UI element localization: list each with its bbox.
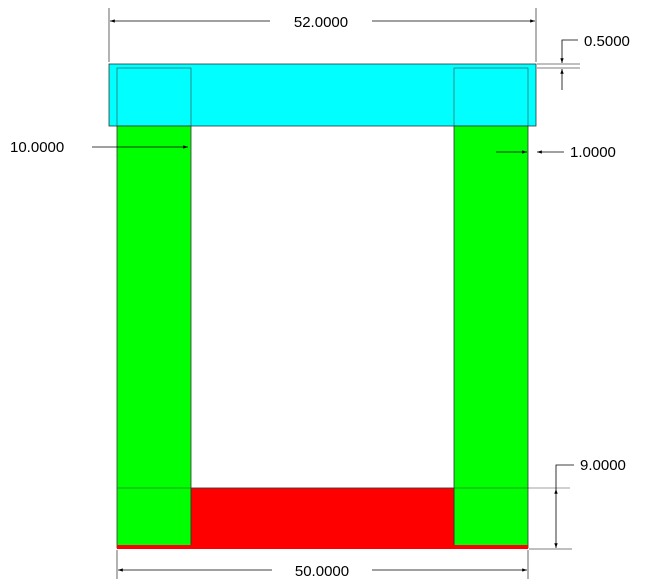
base-beam [190,487,455,549]
dim-side-offset: 1.0000 [570,144,616,161]
dim-overall-width: 52.0000 [294,14,348,31]
leader-cap-thickness [561,39,578,50]
dim-inner-width: 50.0000 [295,563,349,579]
leader-base-height [555,464,574,489]
dim-cap-thickness: 0.5000 [584,33,630,50]
left-column [116,125,192,549]
base-strip [117,545,528,549]
cap-plate [108,63,537,127]
dim-column-width: 10.0000 [10,139,64,156]
right-column [453,125,529,549]
dim-base-height: 9.0000 [580,457,626,474]
